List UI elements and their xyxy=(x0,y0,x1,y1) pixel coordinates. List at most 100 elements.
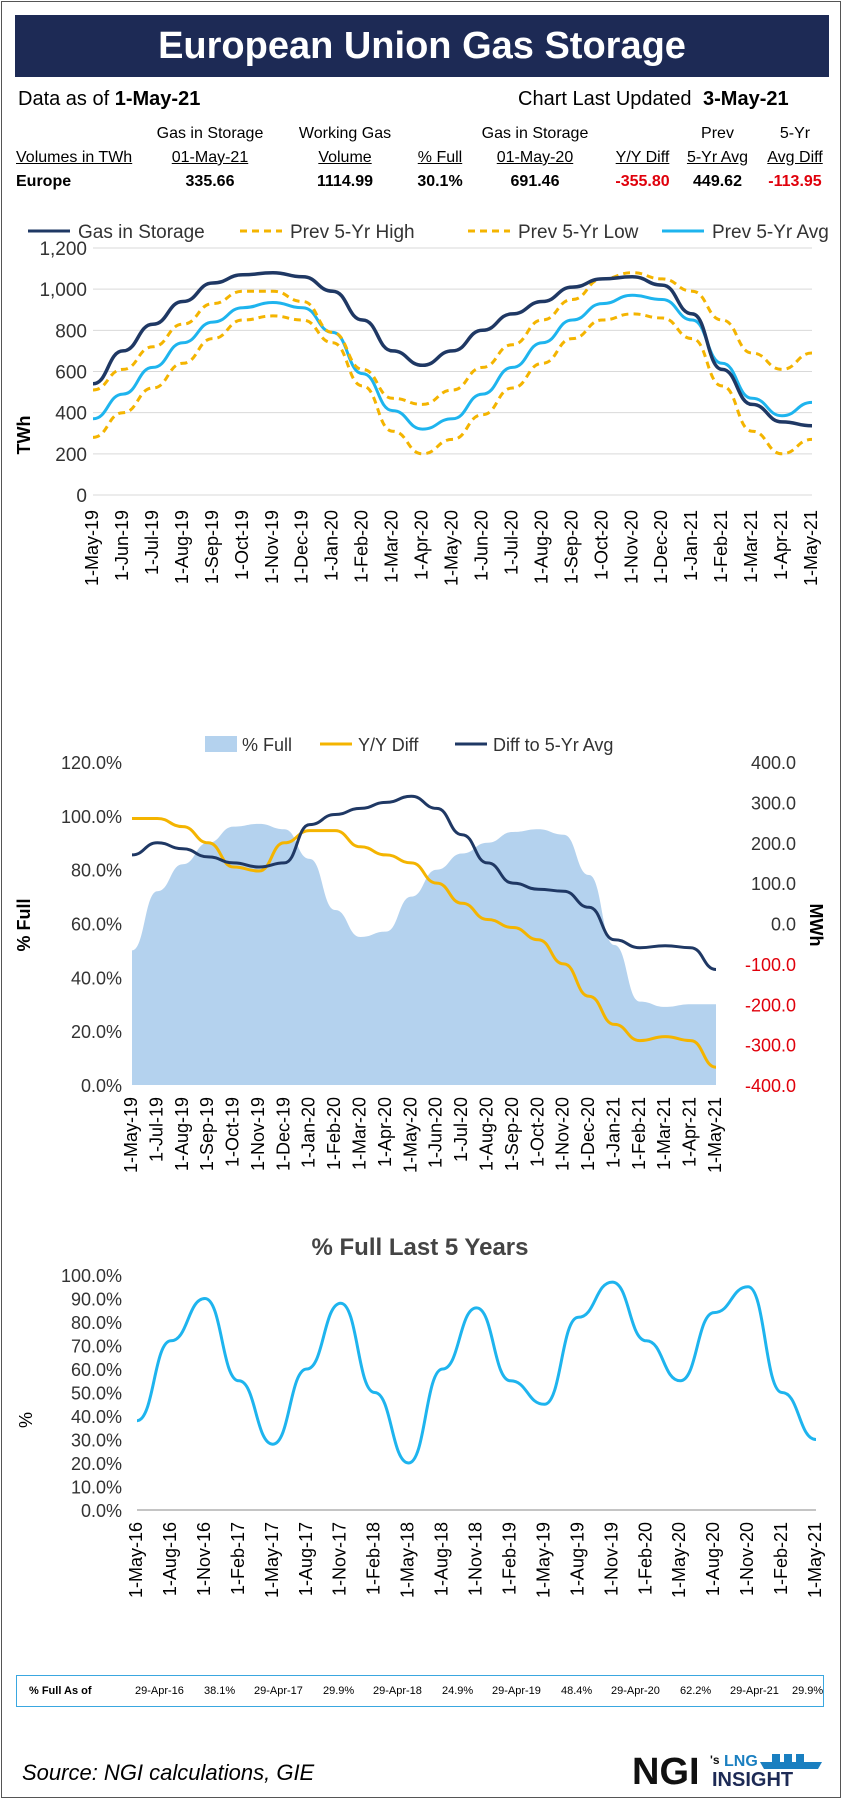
series-line xyxy=(136,1280,817,1465)
y2-tick-label: 200.0 xyxy=(751,834,796,854)
x-tick-label: 1-Jul-19 xyxy=(142,510,162,575)
x-tick-label: 1-Sep-20 xyxy=(561,510,581,584)
x-tick-label: 1-Jun-19 xyxy=(112,510,132,581)
logo-text-top: LNG xyxy=(724,1753,758,1770)
x-tick-label: 1-Nov-20 xyxy=(737,1522,757,1596)
table-header-line1: 5-Yr xyxy=(779,125,811,142)
x-tick-label: 1-Apr-21 xyxy=(680,1097,700,1167)
last-updated-label: Chart Last Updated xyxy=(518,88,692,110)
legend-label: Diff to 5-Yr Avg xyxy=(493,735,613,755)
x-tick-label: 1-Aug-19 xyxy=(172,510,192,584)
x-tick-label: 1-Nov-20 xyxy=(553,1097,573,1171)
legend-label: Gas in Storage xyxy=(78,222,205,243)
legend-label: Prev 5-Yr High xyxy=(290,222,415,243)
ship-tank-icon xyxy=(784,1754,792,1762)
x-tick-label: 1-Jul-20 xyxy=(501,510,521,575)
y2-tick-label: -400.0 xyxy=(745,1076,796,1096)
x-tick-label: 1-May-20 xyxy=(442,510,462,586)
page-title: European Union Gas Storage xyxy=(15,15,829,77)
summary-value: 29.9% xyxy=(792,1685,824,1697)
x-tick-label: 1-Mar-20 xyxy=(350,1097,370,1170)
y-tick-label: 60.0% xyxy=(71,1360,122,1380)
series-line xyxy=(131,794,717,971)
legend-swatch xyxy=(205,736,237,752)
x-tick-label: 1-Nov-17 xyxy=(330,1522,350,1596)
x-tick-label: 1-Nov-19 xyxy=(601,1522,621,1596)
x-tick-label: 1-Mar-21 xyxy=(654,1097,674,1170)
summary-value: 24.9% xyxy=(442,1685,474,1697)
x-tick-label: 1-Dec-20 xyxy=(651,510,671,584)
y-tick-label: 40.0% xyxy=(71,968,122,988)
y-tick-label: 30.0% xyxy=(71,1431,122,1451)
x-tick-label: 1-Feb-18 xyxy=(364,1522,384,1595)
y-tick-label: 40.0% xyxy=(71,1407,122,1427)
x-tick-label: 1-Aug-20 xyxy=(476,1097,496,1171)
y-tick-label: 0.0% xyxy=(81,1076,122,1096)
y-tick-label: 0 xyxy=(76,486,87,507)
x-tick-label: 1-Nov-19 xyxy=(248,1097,268,1171)
y2-tick-label: 0.0 xyxy=(771,915,796,935)
summary-value: 62.2% xyxy=(680,1685,712,1697)
ngi-lng-insight-logo: NGI 's LNG INSIGHT xyxy=(632,1751,822,1793)
y-tick-label: 200 xyxy=(55,445,87,466)
y2-tick-label: -100.0 xyxy=(745,955,796,975)
series-line xyxy=(92,270,813,428)
y2-tick-label: 100.0 xyxy=(751,874,796,894)
table-cell: 691.46 xyxy=(510,173,560,190)
y2-tick-label: 400.0 xyxy=(751,753,796,773)
x-tick-label: 1-Oct-20 xyxy=(527,1097,547,1167)
x-tick-label: 1-May-19 xyxy=(533,1522,553,1598)
x-tick-label: 1-Oct-20 xyxy=(591,510,611,580)
y-tick-label: 400 xyxy=(55,404,87,425)
y-tick-label: 70.0% xyxy=(71,1337,122,1357)
x-tick-label: 1-Aug-18 xyxy=(432,1522,452,1596)
x-tick-label: 1-Jan-21 xyxy=(603,1097,623,1168)
summary-value: 29.9% xyxy=(323,1685,355,1697)
table-cell-negative: -355.80 xyxy=(615,173,670,190)
x-tick-label: 1-May-21 xyxy=(805,1522,825,1598)
x-tick-label: 1-Aug-17 xyxy=(296,1522,316,1596)
x-tick-label: 1-May-20 xyxy=(400,1097,420,1173)
summary-date: 29-Apr-21 xyxy=(730,1685,779,1697)
x-tick-label: 1-Feb-17 xyxy=(228,1522,248,1595)
y2-tick-label: 300.0 xyxy=(751,793,796,813)
y-tick-label: 90.0% xyxy=(71,1290,122,1310)
x-tick-label: 1-Dec-19 xyxy=(292,510,312,584)
x-tick-label: 1-Apr-20 xyxy=(375,1097,395,1167)
last-updated: Chart Last Updated 3-May-21 xyxy=(518,88,789,111)
x-tick-label: 1-Aug-16 xyxy=(160,1522,180,1596)
table-header-line1: Gas in Storage xyxy=(156,125,264,142)
x-tick-label: 1-Oct-19 xyxy=(232,510,252,580)
legend-label: Y/Y Diff xyxy=(358,735,419,755)
pct-full-diff-chart: % Full Y/Y Diff Diff to 5-Yr Avg 0.0% 20.0% 4… xyxy=(14,735,826,1173)
x-tick-label: 1-May-21 xyxy=(801,510,821,586)
y-tick-label: 1,200 xyxy=(39,239,87,260)
x-tick-label: 1-Jun-20 xyxy=(471,510,491,581)
table-header-line2: Y/Y Diff xyxy=(615,149,670,166)
table-cell: 449.62 xyxy=(693,173,742,190)
data-as-of: Data as of 1-May-21 xyxy=(18,88,200,111)
x-tick-label: 1-Jan-21 xyxy=(681,510,701,581)
summary-date: 29-Apr-16 xyxy=(135,1685,184,1697)
x-tick-label: 1-Aug-19 xyxy=(172,1097,192,1171)
x-tick-label: 1-Dec-19 xyxy=(273,1097,293,1171)
table-header-line2: % Full xyxy=(417,149,463,166)
x-tick-label: 1-Nov-18 xyxy=(466,1522,486,1596)
x-tick-label: 1-Aug-20 xyxy=(531,510,551,584)
x-tick-label: 1-Apr-20 xyxy=(412,510,432,580)
x-tick-label: 1-Sep-19 xyxy=(197,1097,217,1171)
x-tick-label: 1-Jun-20 xyxy=(426,1097,446,1168)
x-tick-label: 1-May-19 xyxy=(82,510,102,586)
pct-full-summary: % Full As of 29-Apr-16 38.1% 29-Apr-17 2… xyxy=(16,1675,824,1707)
summary-value: 38.1% xyxy=(204,1685,236,1697)
x-tick-label: 1-Jan-20 xyxy=(299,1097,319,1168)
y-tick-label: 100.0% xyxy=(61,1266,122,1286)
table-cell: 1114.99 xyxy=(316,173,374,190)
x-tick-label: 1-Aug-19 xyxy=(567,1522,587,1596)
x-tick-label: 1-May-17 xyxy=(262,1522,282,1598)
x-tick-label: 1-Feb-20 xyxy=(352,510,372,583)
table-header-line1: Prev xyxy=(701,125,734,142)
logo-text-main: NGI xyxy=(632,1751,700,1793)
table-cell-negative: -113.95 xyxy=(768,173,822,190)
y-tick-label: 80.0% xyxy=(71,861,122,881)
